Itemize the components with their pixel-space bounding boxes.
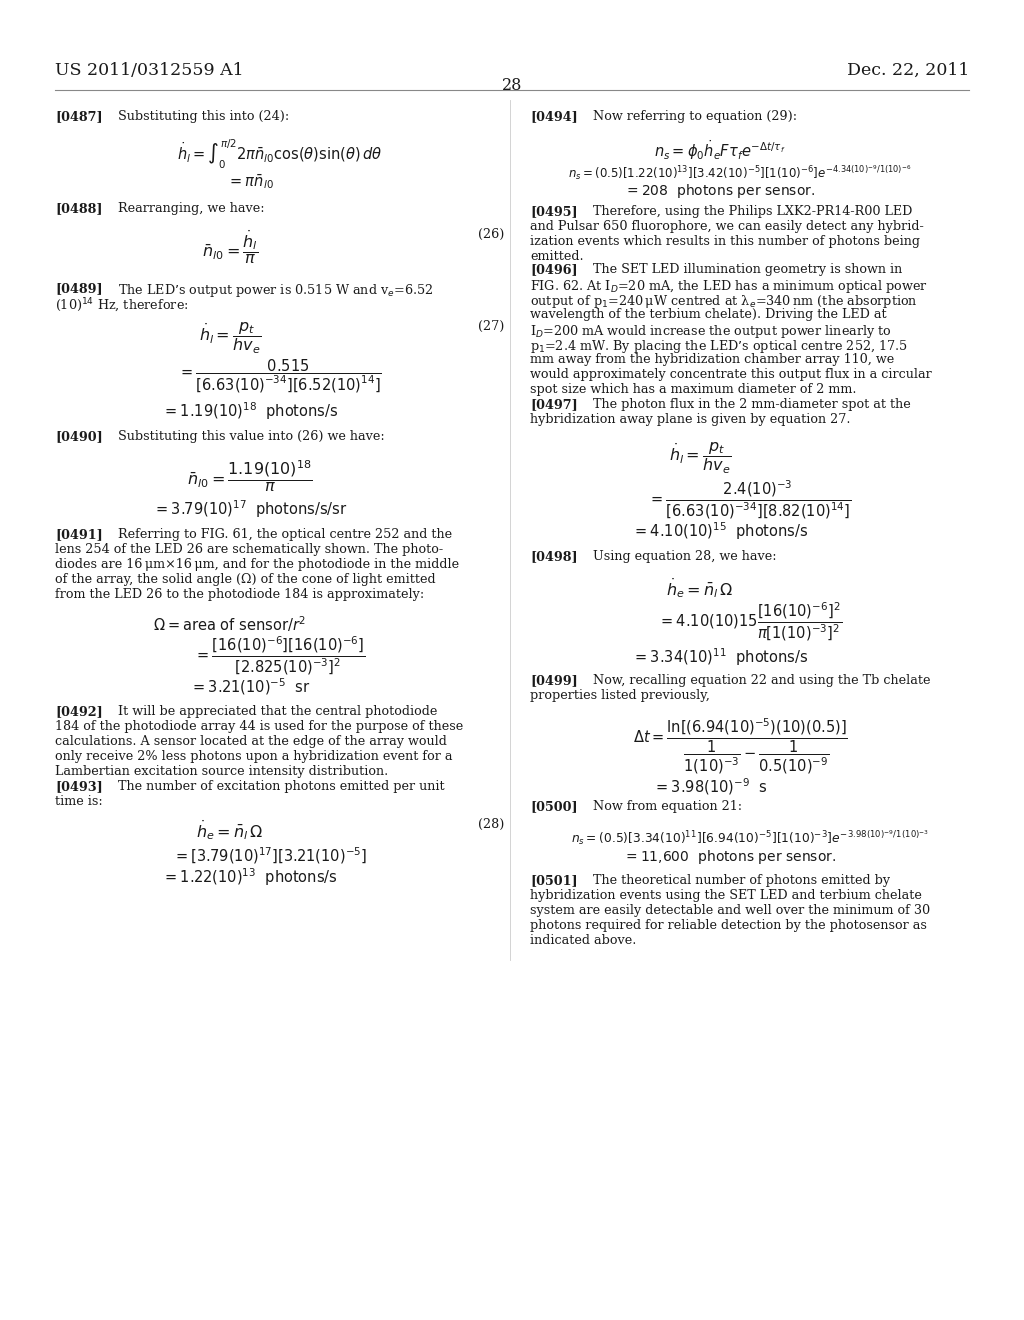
Text: Dec. 22, 2011: Dec. 22, 2011 <box>847 62 969 79</box>
Text: $= \dfrac{2.4(10)^{-3}}{[6.63(10)^{-34}][8.82(10)^{14}]}$: $= \dfrac{2.4(10)^{-3}}{[6.63(10)^{-34}]… <box>648 478 852 521</box>
Text: $= [3.79(10)^{17}][3.21(10)^{-5}]$: $= [3.79(10)^{17}][3.21(10)^{-5}]$ <box>173 845 368 866</box>
Text: $\Delta t = \dfrac{\ln[(6.94(10)^{-5})(10)(0.5)]}{\dfrac{1}{1(10)^{-3}} - \dfrac: $\Delta t = \dfrac{\ln[(6.94(10)^{-5})(1… <box>633 715 848 776</box>
Text: $= \dfrac{[16(10)^{-6}][16(10)^{-6}]}{[2.825(10)^{-3}]^2}$: $= \dfrac{[16(10)^{-6}][16(10)^{-6}]}{[2… <box>195 634 366 677</box>
Text: The SET LED illumination geometry is shown in: The SET LED illumination geometry is sho… <box>593 263 902 276</box>
Text: (10)$^{14}$ Hz, therefore:: (10)$^{14}$ Hz, therefore: <box>55 297 188 315</box>
Text: system are easily detectable and well over the minimum of 30: system are easily detectable and well ov… <box>530 904 930 917</box>
Text: 28: 28 <box>502 77 522 94</box>
Text: wavelength of the terbium chelate). Driving the LED at: wavelength of the terbium chelate). Driv… <box>530 308 887 321</box>
Text: I$_D$=200 mA would increase the output power linearly to: I$_D$=200 mA would increase the output p… <box>530 323 892 341</box>
Text: $n_s = \phi_0\dot{h}_e F\tau_f e^{-\Delta t/\tau_f}$: $n_s = \phi_0\dot{h}_e F\tau_f e^{-\Delt… <box>654 139 785 162</box>
Text: $= 208$  photons per sensor.: $= 208$ photons per sensor. <box>625 182 815 201</box>
Text: of the array, the solid angle (Ω) of the cone of light emitted: of the array, the solid angle (Ω) of the… <box>55 573 435 586</box>
Text: 184 of the photodiode array ​44 is used for the purpose of these: 184 of the photodiode array ​44 is used … <box>55 719 463 733</box>
Text: It will be appreciated that the central photodiode: It will be appreciated that the central … <box>118 705 437 718</box>
Text: (27): (27) <box>478 319 505 333</box>
Text: The photon flux in the 2 mm-diameter spot at the: The photon flux in the 2 mm-diameter spo… <box>593 399 910 411</box>
Text: $\dot{h}_l = \dfrac{p_t}{hv_e}$: $\dot{h}_l = \dfrac{p_t}{hv_e}$ <box>199 319 261 355</box>
Text: $= \pi\bar{n}_{l0}$: $= \pi\bar{n}_{l0}$ <box>226 172 273 191</box>
Text: US 2011/0312559 A1: US 2011/0312559 A1 <box>55 62 244 79</box>
Text: and Pulsar 650 fluorophore, we can easily detect any hybrid-: and Pulsar 650 fluorophore, we can easil… <box>530 220 924 234</box>
Text: p$_1$=2.4 mW. By placing the LED’s optical centre ​252, 17.5: p$_1$=2.4 mW. By placing the LED’s optic… <box>530 338 908 355</box>
Text: $\dot{h}_l = \dfrac{p_t}{hv_e}$: $\dot{h}_l = \dfrac{p_t}{hv_e}$ <box>669 440 731 475</box>
Text: $n_s = (0.5)[1.22(10)^{13}][3.42(10)^{-5}][1(10)^{-6}]e^{-4.34(10)^{-9}/1(10)^{-: $n_s = (0.5)[1.22(10)^{13}][3.42(10)^{-5… <box>568 162 911 182</box>
Text: emitted.: emitted. <box>530 249 584 263</box>
Text: (28): (28) <box>478 818 505 832</box>
Text: $\dot{h}_l = \int_0^{\pi/2} 2\pi\bar{n}_{l0}\cos(\theta)\sin(\theta)\,d\theta$: $\dot{h}_l = \int_0^{\pi/2} 2\pi\bar{n}_… <box>177 139 383 172</box>
Text: would approximately concentrate this output flux in a circular: would approximately concentrate this out… <box>530 368 932 381</box>
Text: Now, recalling equation ​22 and using the Tb chelate: Now, recalling equation ​22 and using th… <box>593 675 931 686</box>
Text: $= 3.79(10)^{17}$  photons/s/sr: $= 3.79(10)^{17}$ photons/s/sr <box>153 498 347 520</box>
Text: [0499]: [0499] <box>530 675 578 686</box>
Text: The LED’s output power is 0.515 W and v$_e$=6.52: The LED’s output power is 0.515 W and v$… <box>118 282 433 300</box>
Text: $= 4.10(10)^{15}$  photons/s: $= 4.10(10)^{15}$ photons/s <box>632 520 808 541</box>
Text: [0494]: [0494] <box>530 110 578 123</box>
Text: [0496]: [0496] <box>530 263 578 276</box>
Text: [0491]: [0491] <box>55 528 102 541</box>
Text: Rearranging, we have:: Rearranging, we have: <box>118 202 264 215</box>
Text: [0489]: [0489] <box>55 282 102 294</box>
Text: $\bar{n}_{l0} = \dfrac{\dot{h}_l}{\pi}$: $\bar{n}_{l0} = \dfrac{\dot{h}_l}{\pi}$ <box>202 228 258 265</box>
Text: $\dot{h}_e = \bar{n}_l\,\Omega$: $\dot{h}_e = \bar{n}_l\,\Omega$ <box>197 818 264 842</box>
Text: $= 3.21(10)^{-5}$  sr: $= 3.21(10)^{-5}$ sr <box>189 676 310 697</box>
Text: Lambertian excitation source intensity distribution.: Lambertian excitation source intensity d… <box>55 766 388 777</box>
Text: [0501]: [0501] <box>530 874 578 887</box>
Text: The theoretical number of photons emitted by: The theoretical number of photons emitte… <box>593 874 890 887</box>
Text: [0488]: [0488] <box>55 202 102 215</box>
Text: $= 11{,}600$  photons per sensor.: $= 11{,}600$ photons per sensor. <box>624 847 837 866</box>
Text: [0498]: [0498] <box>530 550 578 564</box>
Text: spot size which has a maximum diameter of 2 mm.: spot size which has a maximum diameter o… <box>530 383 856 396</box>
Text: [0492]: [0492] <box>55 705 102 718</box>
Text: Referring to FIG. ​61, the optical centre ​252 and the: Referring to FIG. ​61, the optical centr… <box>118 528 453 541</box>
Text: Now referring to equation (29):: Now referring to equation (29): <box>593 110 797 123</box>
Text: Using equation 28, we have:: Using equation 28, we have: <box>593 550 776 564</box>
Text: Substituting this value into (26) we have:: Substituting this value into (26) we hav… <box>118 430 385 444</box>
Text: $= 1.19(10)^{18}$  photons/s: $= 1.19(10)^{18}$ photons/s <box>162 400 338 421</box>
Text: $= 3.34(10)^{11}$  photons/s: $= 3.34(10)^{11}$ photons/s <box>632 645 808 668</box>
Text: (26): (26) <box>478 228 505 242</box>
Text: calculations. A sensor located at the edge of the array would: calculations. A sensor located at the ed… <box>55 735 446 748</box>
Text: Therefore, using the Philips LXK2-PR14-R00 LED: Therefore, using the Philips LXK2-PR14-R… <box>593 205 912 218</box>
Text: FIG. ​62. At I$_D$=20 mA, the LED has a minimum optical power: FIG. ​62. At I$_D$=20 mA, the LED has a … <box>530 279 928 294</box>
Text: $= 1.22(10)^{13}$  photons/s: $= 1.22(10)^{13}$ photons/s <box>162 866 338 887</box>
Text: [0500]: [0500] <box>530 800 578 813</box>
Text: $= 4.10(10)15\dfrac{[16(10)^{-6}]^2}{\pi[1(10)^{-3}]^2}$: $= 4.10(10)15\dfrac{[16(10)^{-6}]^2}{\pi… <box>658 601 842 643</box>
Text: lens ​254 of the LED ​26 are schematically shown. The photo-: lens ​254 of the LED ​26 are schematical… <box>55 543 443 556</box>
Text: properties listed previously,: properties listed previously, <box>530 689 710 702</box>
Text: The number of excitation photons emitted per unit: The number of excitation photons emitted… <box>118 780 444 793</box>
Text: ization events which results in this number of photons being: ization events which results in this num… <box>530 235 920 248</box>
Text: mm away from the hybridization chamber array ​110, we: mm away from the hybridization chamber a… <box>530 352 894 366</box>
Text: [0493]: [0493] <box>55 780 102 793</box>
Text: $\Omega = \mathrm{area\ of\ sensor}/r^2$: $\Omega = \mathrm{area\ of\ sensor}/r^2$ <box>154 614 306 634</box>
Text: $\bar{n}_{l0} = \dfrac{1.19(10)^{18}}{\pi}$: $\bar{n}_{l0} = \dfrac{1.19(10)^{18}}{\p… <box>187 458 313 494</box>
Text: [0490]: [0490] <box>55 430 102 444</box>
Text: hybridization events using the SET LED and terbium chelate: hybridization events using the SET LED a… <box>530 888 922 902</box>
Text: $= \dfrac{0.515}{[6.63(10)^{-34}][6.52(10)^{14}]}$: $= \dfrac{0.515}{[6.63(10)^{-34}][6.52(1… <box>178 358 382 395</box>
Text: only receive 2% less photons upon a hybridization event for a: only receive 2% less photons upon a hybr… <box>55 750 453 763</box>
Text: [0495]: [0495] <box>530 205 578 218</box>
Text: $n_s = (0.5)[3.34(10)^{11}][6.94(10)^{-5}][1(10)^{-3}]e^{-3.98(10)^{-9}/1(10)^{-: $n_s = (0.5)[3.34(10)^{11}][6.94(10)^{-5… <box>570 828 929 847</box>
Text: $\dot{h}_e = \bar{n}_l\,\Omega$: $\dot{h}_e = \bar{n}_l\,\Omega$ <box>667 576 733 599</box>
Text: output of p$_1$=240 μW centred at λ$_e$=340 nm (the absorption: output of p$_1$=240 μW centred at λ$_e$=… <box>530 293 918 310</box>
Text: [0497]: [0497] <box>530 399 578 411</box>
Text: indicated above.: indicated above. <box>530 935 636 946</box>
Text: time is:: time is: <box>55 795 102 808</box>
Text: from the LED ​26 to the photodiode ​184 is approximately:: from the LED ​26 to the photodiode ​184 … <box>55 587 424 601</box>
Text: [0487]: [0487] <box>55 110 102 123</box>
Text: Substituting this into (24):: Substituting this into (24): <box>118 110 289 123</box>
Text: photons required for reliable detection by the photosensor as: photons required for reliable detection … <box>530 919 927 932</box>
Text: Now from equation 21:: Now from equation 21: <box>593 800 742 813</box>
Text: diodes are 16 μm×16 μm, and for the photodiode in the middle: diodes are 16 μm×16 μm, and for the phot… <box>55 558 459 572</box>
Text: hybridization away plane is given by equation 27.: hybridization away plane is given by equ… <box>530 413 851 426</box>
Text: $= 3.98(10)^{-9}$  s: $= 3.98(10)^{-9}$ s <box>652 776 767 797</box>
